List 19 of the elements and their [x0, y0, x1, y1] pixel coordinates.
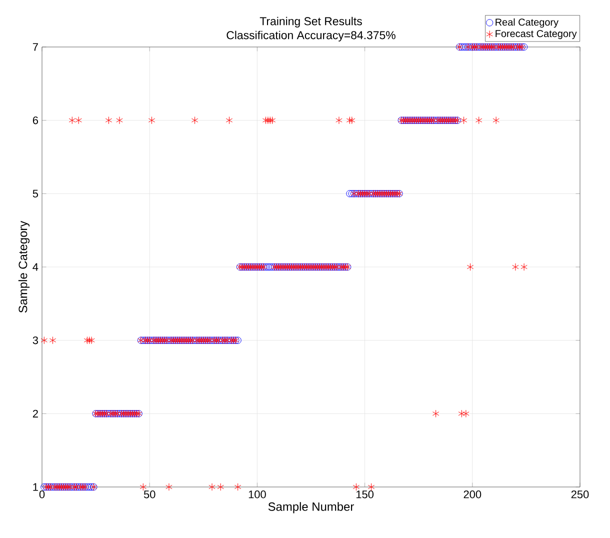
y-tick-label: 5: [32, 190, 38, 198]
y-tick-label: 7: [32, 43, 38, 51]
y-tick-label: 6: [32, 116, 38, 124]
y-tick-label: 1: [33, 483, 38, 491]
chart-title: Training Set Results: [260, 16, 362, 28]
x-tick-label: 100: [248, 490, 266, 498]
x-tick-label: 200: [464, 490, 482, 498]
x-tick-label: 150: [356, 490, 374, 498]
chart-subtitle: Classification Accuracy=84.375%: [226, 30, 396, 42]
x-tick-label: 250: [571, 490, 589, 498]
legend-label: Forecast Category: [496, 30, 577, 40]
legend-label: Real Category: [496, 18, 559, 28]
y-tick-label: 3: [32, 336, 38, 344]
x-axis-title: Sample Number: [268, 502, 354, 514]
x-tick-label: 0: [39, 490, 45, 498]
x-tick-label: 50: [144, 490, 156, 498]
y-tick-label: 2: [32, 410, 38, 418]
y-tick-label: 4: [32, 263, 38, 271]
y-axis-title: Sample Category: [18, 220, 30, 313]
